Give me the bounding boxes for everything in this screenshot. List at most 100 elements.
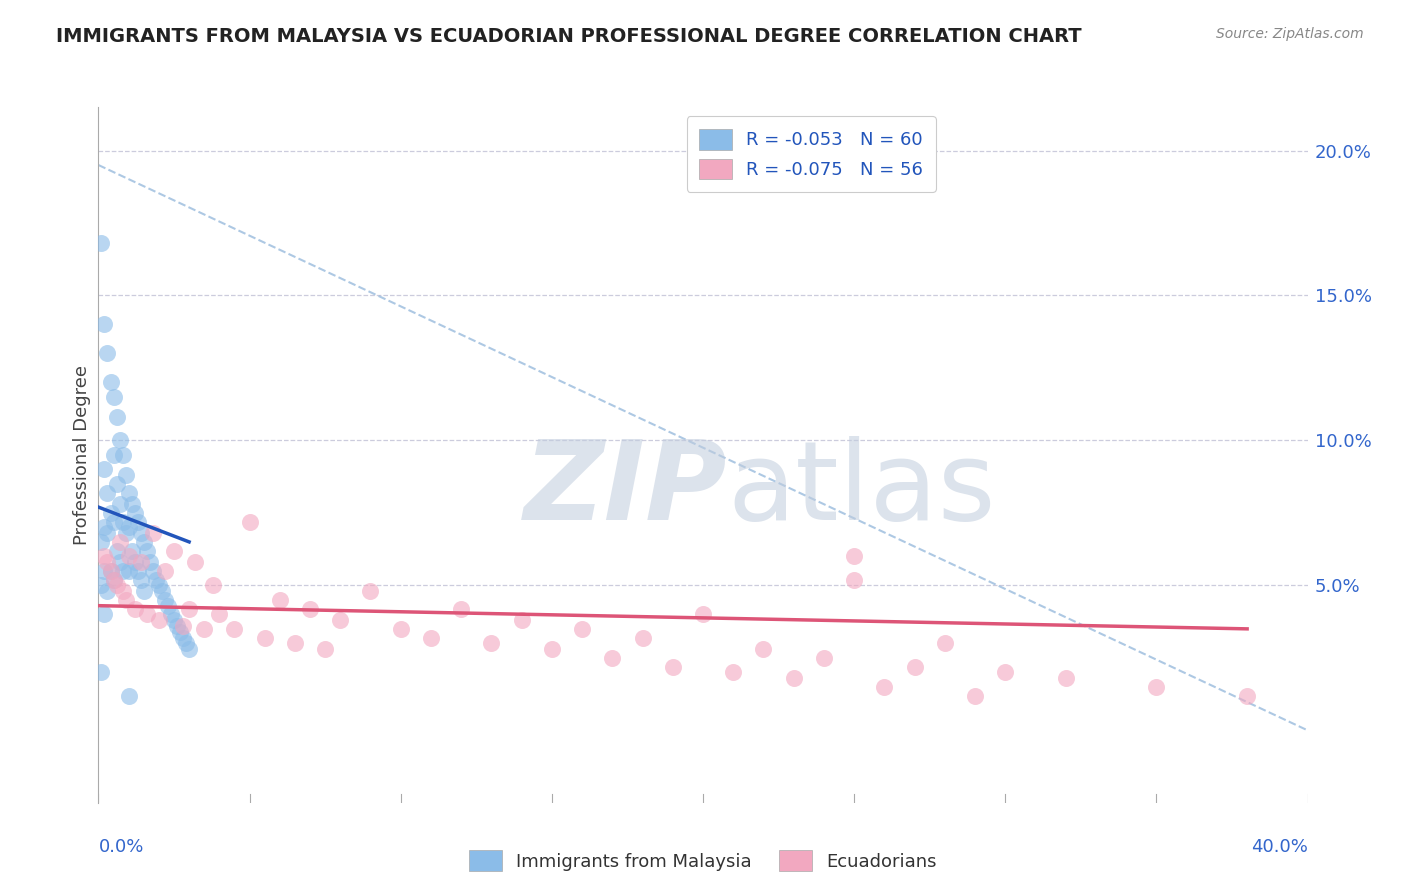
Point [179, 601, 201, 615]
Point [299, 601, 322, 615]
Point [105, 410, 128, 425]
Point [314, 642, 336, 657]
Point [90, 534, 112, 549]
Point [103, 448, 125, 462]
Point [145, 573, 167, 587]
Point [108, 497, 131, 511]
Point [108, 434, 131, 448]
Point [93, 564, 115, 578]
Y-axis label: Professional Degree: Professional Degree [73, 365, 91, 545]
Point [783, 671, 806, 685]
Point [93, 318, 115, 332]
Point [96, 346, 118, 360]
Point [103, 515, 125, 529]
Point [813, 651, 835, 665]
Point [100, 564, 122, 578]
Point [965, 689, 987, 703]
Point [118, 549, 141, 564]
Point [179, 642, 201, 657]
Point [90, 236, 112, 251]
Point [202, 578, 225, 592]
Point [105, 543, 128, 558]
Point [93, 549, 115, 564]
Point [129, 526, 152, 541]
Point [129, 555, 152, 569]
Point [481, 636, 503, 650]
Point [118, 689, 141, 703]
Point [124, 601, 146, 615]
Point [124, 506, 146, 520]
Point [132, 534, 155, 549]
Point [127, 564, 149, 578]
Point [114, 468, 136, 483]
Point [127, 515, 149, 529]
Point [169, 624, 191, 639]
Point [100, 376, 122, 390]
Point [124, 555, 146, 569]
Point [96, 526, 118, 541]
Legend: Immigrants from Malaysia, Ecuadorians: Immigrants from Malaysia, Ecuadorians [463, 843, 943, 879]
Point [224, 622, 246, 636]
Point [873, 680, 896, 694]
Point [160, 607, 183, 622]
Point [994, 665, 1017, 680]
Point [631, 631, 654, 645]
Point [172, 619, 194, 633]
Point [148, 578, 170, 592]
Point [150, 584, 173, 599]
Point [108, 534, 131, 549]
Point [103, 573, 125, 587]
Point [844, 573, 866, 587]
Point [114, 592, 136, 607]
Point [420, 631, 443, 645]
Point [360, 584, 382, 599]
Point [153, 564, 176, 578]
Text: IMMIGRANTS FROM MALAYSIA VS ECUADORIAN PROFESSIONAL DEGREE CORRELATION CHART: IMMIGRANTS FROM MALAYSIA VS ECUADORIAN P… [56, 27, 1081, 45]
Point [239, 515, 262, 529]
Point [108, 555, 131, 569]
Point [96, 584, 118, 599]
Point [111, 564, 134, 578]
Point [510, 613, 533, 627]
Point [100, 564, 122, 578]
Point [118, 485, 141, 500]
Point [111, 448, 134, 462]
Point [934, 636, 956, 650]
Point [904, 659, 927, 673]
Point [1144, 680, 1167, 694]
Point [156, 599, 179, 613]
Point [100, 506, 122, 520]
Text: ZIP: ZIP [523, 436, 727, 543]
Point [163, 543, 186, 558]
Point [118, 564, 141, 578]
Point [163, 613, 186, 627]
Point [174, 636, 197, 650]
Text: Source: ZipAtlas.com: Source: ZipAtlas.com [1216, 27, 1364, 41]
Point [142, 526, 165, 541]
Point [121, 497, 143, 511]
Legend: R = -0.053   N = 60, R = -0.075   N = 56: R = -0.053 N = 60, R = -0.075 N = 56 [686, 116, 936, 192]
Point [118, 520, 141, 534]
Point [1054, 671, 1077, 685]
Point [96, 555, 118, 569]
Point [132, 584, 155, 599]
Point [284, 636, 307, 650]
Point [184, 555, 207, 569]
Point [193, 622, 215, 636]
Point [692, 607, 714, 622]
Point [269, 592, 291, 607]
Point [114, 526, 136, 541]
Point [135, 543, 157, 558]
Point [93, 607, 115, 622]
Point [253, 631, 276, 645]
Point [111, 515, 134, 529]
Point [571, 622, 593, 636]
Point [329, 613, 352, 627]
Point [602, 651, 624, 665]
Point [208, 607, 231, 622]
Point [135, 607, 157, 622]
Point [105, 578, 128, 592]
Point [93, 462, 115, 476]
Point [96, 485, 118, 500]
Point [148, 613, 170, 627]
